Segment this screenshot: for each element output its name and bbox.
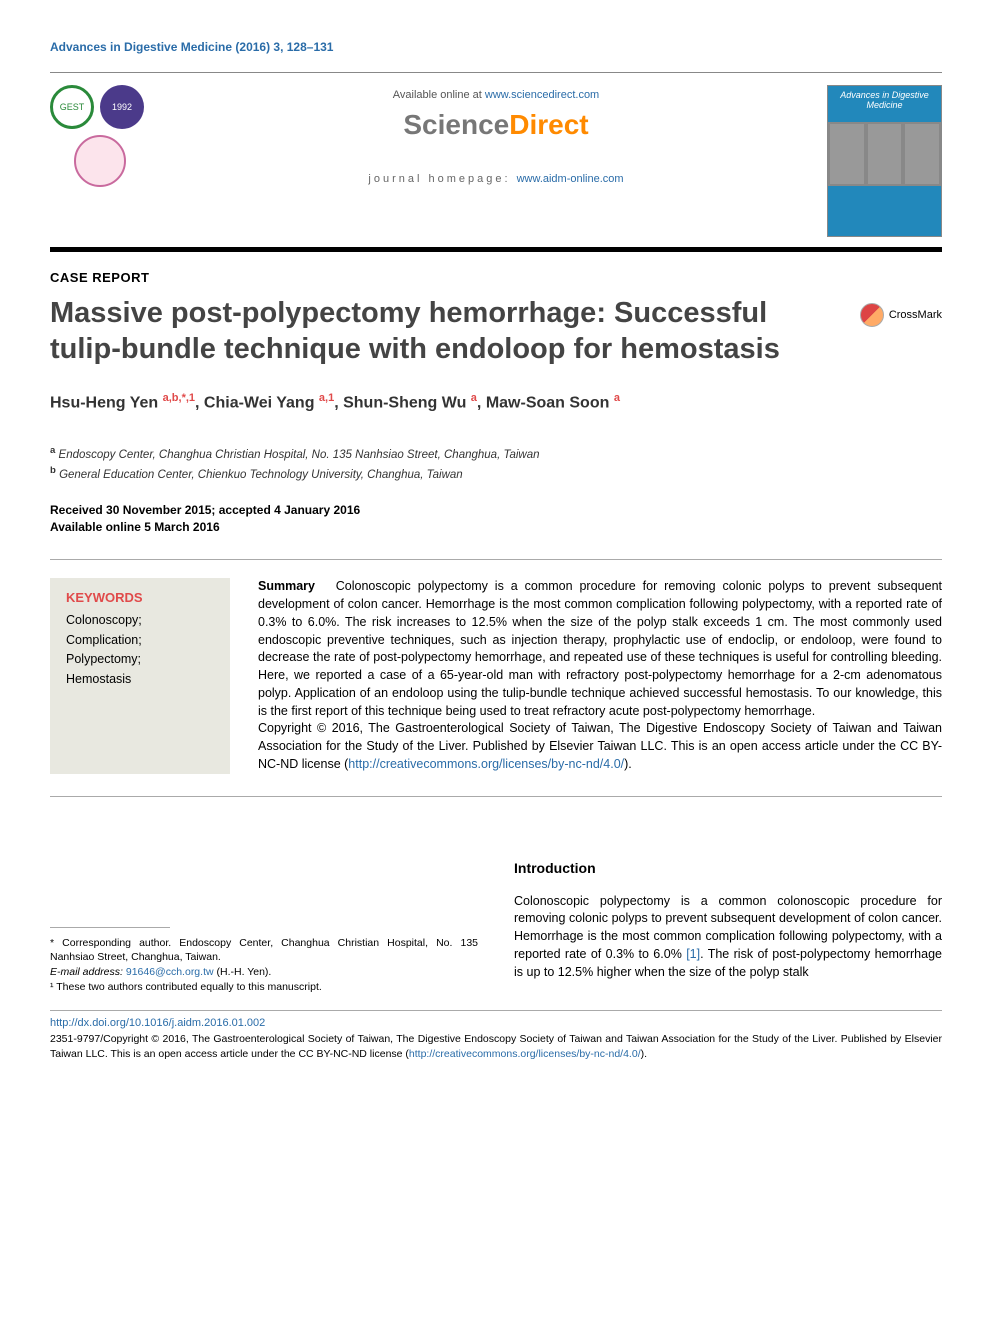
homepage-link[interactable]: www.aidm-online.com bbox=[517, 173, 624, 185]
available-online: Available online at www.sciencedirect.co… bbox=[50, 89, 942, 101]
sciencedirect-brand: ScienceDirect bbox=[50, 109, 942, 141]
keywords-heading: KEYWORDS bbox=[66, 590, 214, 605]
journal-cover: Advances in Digestive Medicine bbox=[827, 85, 942, 237]
license-link-footer[interactable]: http://creativecommons.org/licenses/by-n… bbox=[409, 1048, 641, 1060]
affiliations: a Endoscopy Center, Changhua Christian H… bbox=[50, 444, 942, 484]
email-link[interactable]: 91646@cch.org.tw bbox=[126, 966, 214, 978]
keywords-list: Colonoscopy;Complication;Polypectomy;Hem… bbox=[66, 611, 214, 689]
keywords-box: KEYWORDS Colonoscopy;Complication;Polype… bbox=[50, 578, 230, 773]
society-logos: GEST 1992 bbox=[50, 85, 160, 187]
authors: Hsu-Heng Yen a,b,*,1, Chia-Wei Yang a,1,… bbox=[50, 390, 942, 416]
crossmark-badge[interactable]: CrossMark bbox=[860, 303, 942, 327]
section-heading: Introduction bbox=[514, 859, 942, 879]
logo-gest: GEST bbox=[50, 85, 94, 129]
license-link[interactable]: http://creativecommons.org/licenses/by-n… bbox=[348, 757, 624, 771]
crossmark-icon bbox=[860, 303, 884, 327]
divider bbox=[50, 559, 942, 560]
journal-reference: Advances in Digestive Medicine (2016) 3,… bbox=[50, 40, 942, 54]
divider bbox=[50, 1010, 942, 1011]
logo-liver bbox=[74, 135, 126, 187]
footnotes-column: * Corresponding author. Endoscopy Center… bbox=[50, 859, 478, 995]
citation-link[interactable]: [1] bbox=[686, 947, 700, 961]
introduction-column: Introduction Colonoscopic polypectomy is… bbox=[514, 859, 942, 995]
journal-homepage: journal homepage: www.aidm-online.com bbox=[50, 173, 942, 185]
article-type: CASE REPORT bbox=[50, 270, 942, 285]
sciencedirect-link[interactable]: www.sciencedirect.com bbox=[485, 89, 599, 101]
journal-header: GEST 1992 Available online at www.scienc… bbox=[50, 72, 942, 252]
logo-dest: 1992 bbox=[100, 85, 144, 129]
copyright-footer: 2351-9797/Copyright © 2016, The Gastroen… bbox=[50, 1032, 942, 1060]
article-dates: Received 30 November 2015; accepted 4 Ja… bbox=[50, 502, 942, 536]
summary: Summary Colonoscopic polypectomy is a co… bbox=[258, 578, 942, 773]
divider bbox=[50, 796, 942, 797]
article-title: Massive post-polypectomy hemorrhage: Suc… bbox=[50, 295, 790, 368]
doi-link[interactable]: http://dx.doi.org/10.1016/j.aidm.2016.01… bbox=[50, 1017, 942, 1029]
